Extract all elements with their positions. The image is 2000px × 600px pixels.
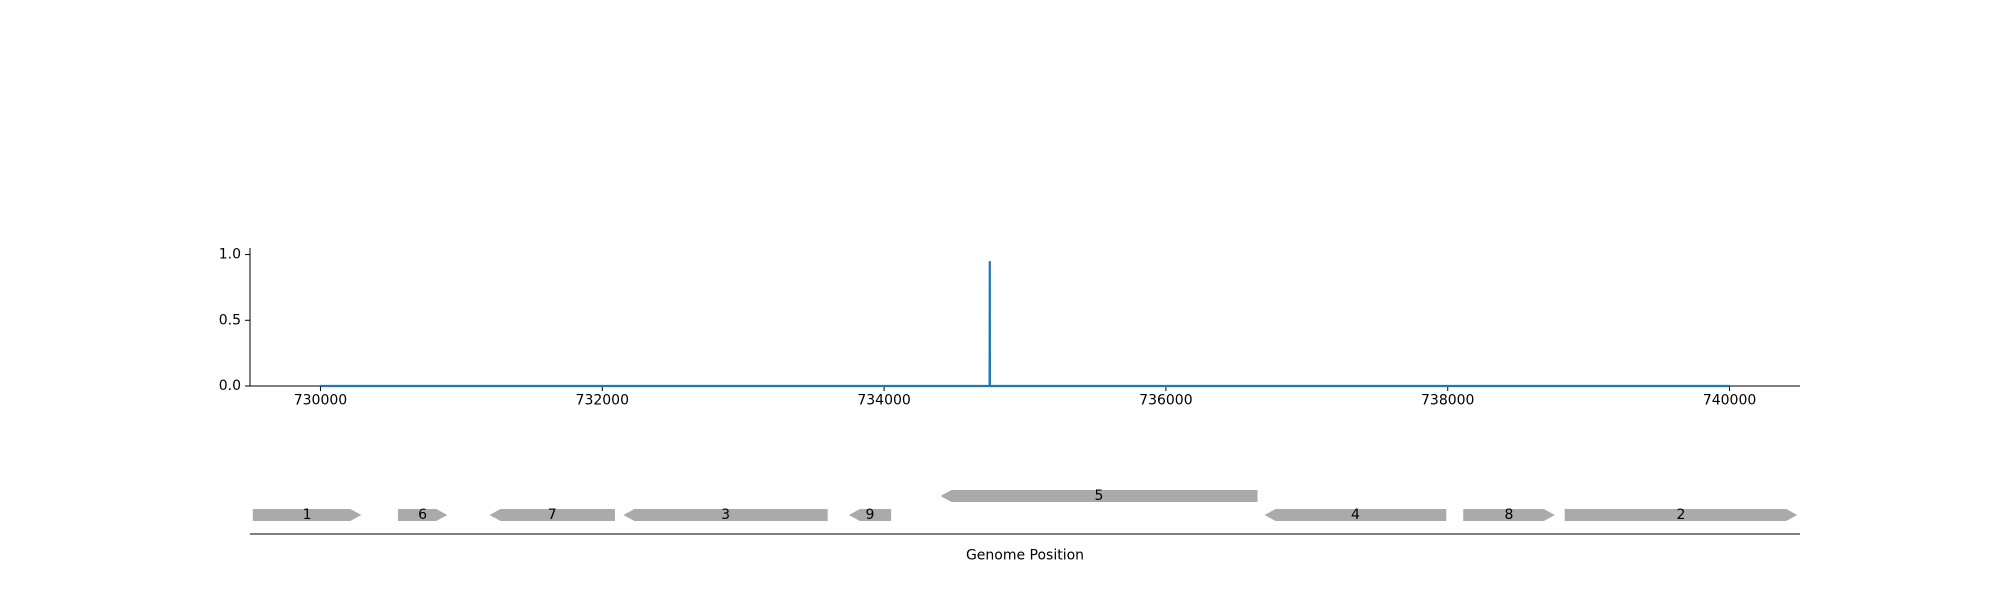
series-lines [320, 261, 1730, 388]
series-line [320, 261, 1730, 388]
gene-label: 2 [1676, 507, 1685, 523]
x-tick-label: 734000 [857, 393, 910, 409]
gene-label: 3 [721, 507, 730, 523]
x-tick-label: 736000 [1139, 393, 1192, 409]
y-ticks: 0.0 0.5 1.0 [219, 247, 250, 394]
gene-feature [252, 509, 362, 521]
gene-feature [1463, 509, 1555, 521]
x-ticks: 730000 732000 734000 736000 738000 740000 [294, 386, 1756, 409]
x-tick-label: 732000 [576, 393, 629, 409]
gene-label: 6 [418, 507, 427, 523]
gene-feature [623, 509, 828, 521]
gene-feature [1564, 509, 1798, 521]
gene-feature [848, 509, 892, 521]
gene-label: 9 [866, 507, 875, 523]
x-tick-label: 730000 [294, 393, 347, 409]
y-tick-label: 1.0 [219, 247, 241, 263]
gene-label: 8 [1505, 507, 1514, 523]
gene-features: 1 6 7 3 9 5 4 8 2 [252, 488, 1798, 523]
x-tick-label: 738000 [1421, 393, 1474, 409]
gene-feature [397, 509, 448, 521]
gene-label: 7 [548, 507, 557, 523]
gene-track: 1 6 7 3 9 5 4 8 2 Genome Position [250, 488, 1800, 564]
gene-feature [1264, 509, 1447, 521]
gene-label: 4 [1351, 507, 1360, 523]
gene-feature [940, 490, 1258, 502]
y-tick-label: 0.0 [219, 378, 241, 394]
gene-label: 1 [303, 507, 312, 523]
y-tick-label: 0.5 [219, 312, 241, 328]
coverage-plot: 0.0 0.5 1.0 730000 732000 734000 736000 738000… [219, 247, 1800, 409]
gene-feature [489, 509, 615, 521]
x-tick-label: 740000 [1703, 393, 1756, 409]
x-axis-title: Genome Position [966, 548, 1084, 564]
gene-label: 5 [1095, 488, 1104, 504]
